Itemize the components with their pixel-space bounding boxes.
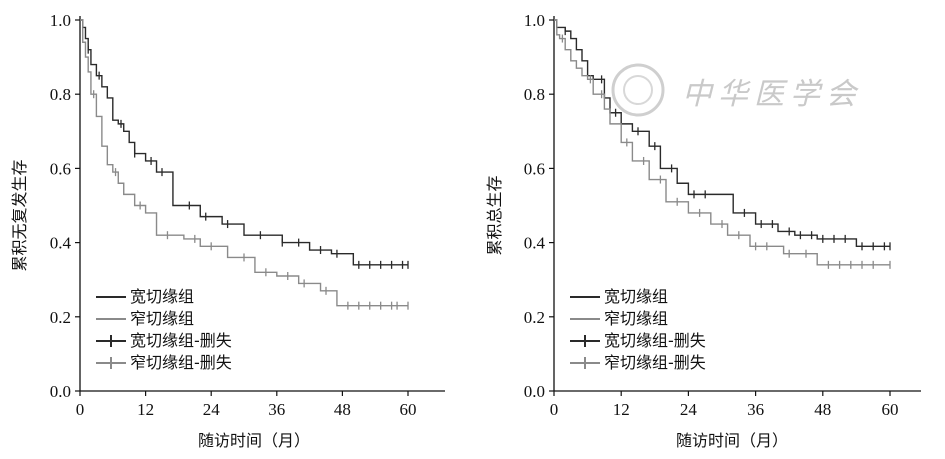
y-tick-label: 0.6 [50,159,71,178]
x-tick-label: 36 [747,400,764,419]
y-axis-title: 累积无复发生存 [10,159,29,271]
legend-label: 宽切缘组 [604,287,668,306]
x-tick-label: 12 [137,400,154,419]
y-tick-label: 0.8 [524,85,545,104]
series-line-narrow [80,19,408,307]
x-tick-label: 60 [882,400,899,419]
y-tick-label: 1.0 [50,11,71,30]
y-tick-label: 0.6 [524,159,545,178]
y-tick-label: 0.4 [524,234,546,253]
legend-label: 窄切缘组-删失 [604,353,706,372]
x-tick-label: 36 [268,400,285,419]
x-axis-title: 随访时间（月） [676,431,788,450]
x-tick-label: 48 [814,400,831,419]
chart-overall-survival: 0.0 0.2 0.4 0.6 0.8 1.0 0 12 24 36 48 60 随访时间（月） 累积总生… [485,11,921,450]
x-tick-label: 24 [680,400,698,419]
chart-recurrence-free: 0.0 0.2 0.4 0.6 0.8 1.0 0 12 24 36 48 60 随访时间（月） 累积无复… [10,11,445,450]
x-tick-label: 0 [76,400,85,419]
legend-label: 窄切缘组 [130,309,194,328]
x-tick-label: 48 [334,400,351,419]
legend-label: 宽切缘组-删失 [604,331,706,350]
series-line-narrow [554,19,890,266]
y-tick-label: 0.4 [50,234,72,253]
watermark-seal-icon [611,63,665,117]
x-tick-label: 24 [203,400,221,419]
legend-label: 窄切缘组-删失 [130,353,232,372]
y-tick-label: 0.2 [50,308,71,327]
y-tick-label: 0.2 [524,308,545,327]
watermark: 中华医学会 [611,63,862,117]
legend-label: 宽切缘组-删失 [130,331,232,350]
watermark-text: 中华医学会 [682,77,862,112]
y-tick-label: 1.0 [524,11,545,30]
series-line-wide [554,19,890,248]
x-tick-label: 12 [613,400,630,419]
legend-label: 宽切缘组 [130,287,194,306]
x-axis-title: 随访时间（月） [198,431,310,450]
y-tick-label: 0.0 [50,382,71,401]
series-line-wide [80,19,408,266]
x-tick-label: 60 [400,400,417,419]
y-tick-label: 0.0 [524,382,545,401]
y-axis-title: 累积总生存 [485,175,504,255]
y-tick-label: 0.8 [50,85,71,104]
watermark-seal-inner-icon [623,75,653,105]
legend-label: 窄切缘组 [604,309,668,328]
x-tick-label: 0 [550,400,559,419]
